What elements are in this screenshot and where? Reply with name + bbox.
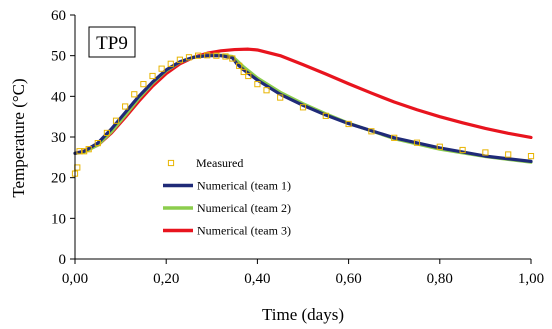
measured-point — [345, 120, 352, 128]
measured-point — [185, 54, 193, 61]
measured-point — [277, 94, 284, 101]
measured-point — [140, 81, 147, 88]
measured-point — [131, 91, 138, 98]
measured-point — [229, 55, 236, 62]
x-tick-label: 0,00 — [62, 271, 88, 287]
measured-point — [505, 151, 512, 158]
y-tick-label: 40 — [51, 89, 66, 105]
measured-point — [76, 148, 83, 155]
measured-point — [482, 149, 489, 156]
measured-point — [213, 52, 220, 59]
measured-point — [245, 72, 252, 80]
measured-point — [413, 139, 421, 146]
measured-point — [263, 87, 270, 94]
measured-point — [391, 134, 398, 141]
measured-point — [158, 65, 165, 72]
measured-point — [236, 62, 243, 69]
measured-point — [459, 146, 466, 154]
measured-point — [322, 112, 329, 119]
x-axis-ticks: 0,00 0,20 0,40 0,60 0,80 1,00 — [62, 259, 544, 287]
x-tick-label: 0,40 — [244, 271, 270, 287]
x-tick-label: 0,60 — [335, 271, 361, 287]
measured-point — [368, 128, 375, 135]
legend-label-numerical-team-1: Numerical (team 1) — [197, 179, 291, 193]
y-tick-label: 60 — [51, 8, 66, 24]
tp9-label: TP9 — [96, 33, 128, 54]
measured-point — [103, 129, 111, 137]
legend-label-numerical-team-2: Numerical (team 2) — [197, 201, 291, 215]
y-axis-ticks: 0 10 20 30 40 50 60 — [51, 8, 75, 268]
y-tick-label: 0 — [59, 252, 67, 268]
measured-point — [222, 53, 229, 60]
y-axis-title: Temperature (°C) — [9, 78, 28, 197]
series-line-numerical-team-1 — [73, 54, 533, 163]
measured-point — [299, 104, 307, 111]
y-tick-label: 30 — [51, 130, 66, 146]
series-line-numerical-team-2 — [73, 53, 533, 164]
measured-point — [204, 52, 211, 59]
tp9-box — [88, 26, 136, 58]
measured-point — [195, 52, 202, 59]
measured-point — [122, 103, 129, 110]
y-tick-label: 20 — [51, 171, 66, 187]
tp9-label-box: TP9 — [88, 26, 136, 58]
measured-point — [149, 72, 156, 80]
x-tick-label: 0,80 — [427, 271, 453, 287]
series-line-numerical-team-3 — [73, 47, 533, 155]
x-tick-label: 0,20 — [153, 271, 179, 287]
x-axis-title: Time (days) — [262, 305, 344, 324]
measured-point — [94, 140, 101, 147]
x-tick-label: 1,00 — [518, 271, 544, 287]
series-layer — [71, 47, 535, 177]
measured-point — [527, 153, 535, 160]
measured-point — [240, 68, 247, 76]
measured-point — [254, 81, 261, 88]
measured-point — [112, 117, 120, 124]
legend-swatch-measured — [167, 159, 175, 167]
measured-point — [85, 146, 92, 153]
measured-point — [81, 148, 88, 155]
measured-point — [176, 56, 183, 63]
legend-label-measured: Measured — [196, 156, 243, 170]
legend: Measured Numerical (team 1) Numerical (tea… — [163, 156, 291, 238]
y-tick-label: 10 — [51, 211, 66, 227]
y-tick-label: 50 — [51, 49, 66, 65]
measured-point — [436, 143, 443, 150]
measured-point — [167, 60, 174, 67]
legend-label-numerical-team-3: Numerical (team 3) — [197, 224, 291, 238]
